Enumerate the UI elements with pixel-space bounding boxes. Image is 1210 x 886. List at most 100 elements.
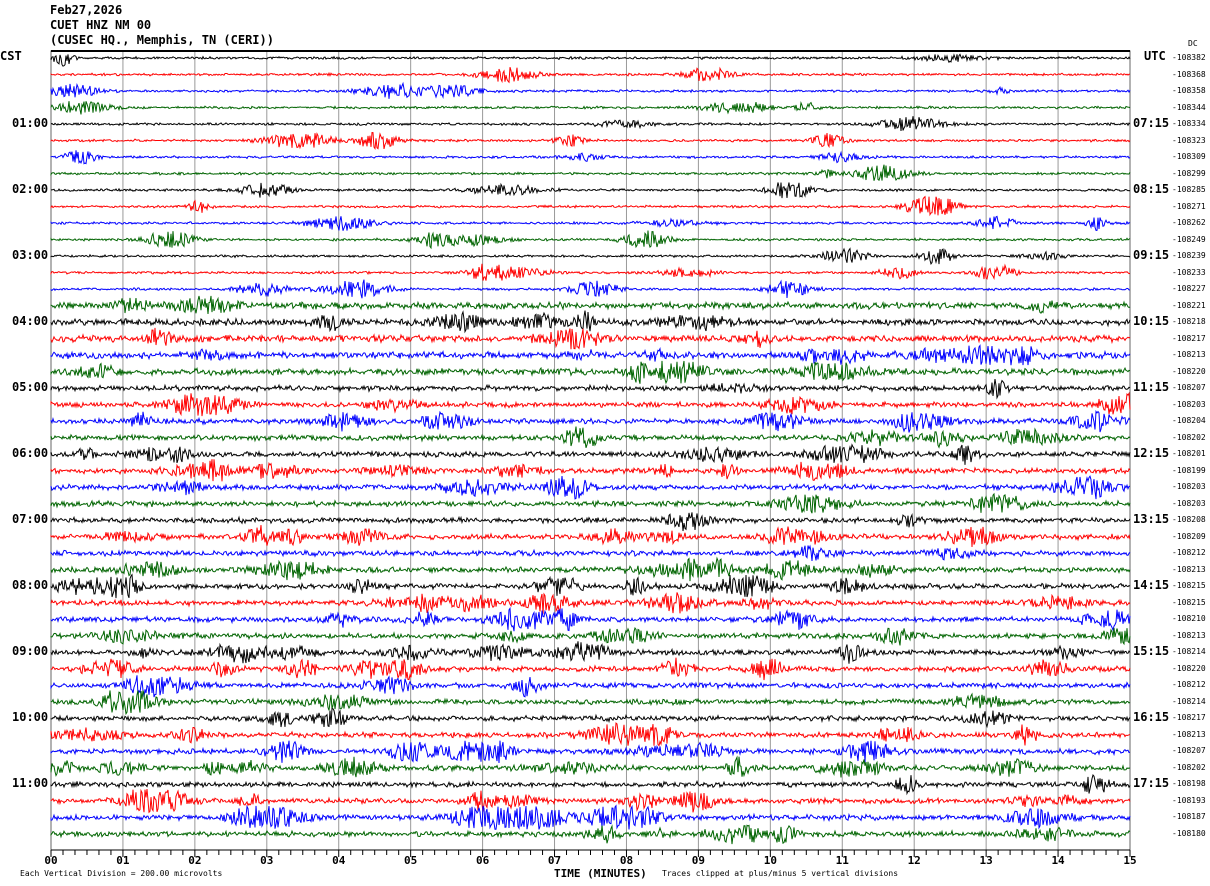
dc-offset-label: -108218 xyxy=(1172,317,1206,327)
cst-hour-label: 09:00 xyxy=(12,644,49,659)
dc-offset-label: -108212 xyxy=(1172,548,1206,558)
dc-offset-label: -108201 xyxy=(1172,449,1206,459)
dc-offset-label: -108299 xyxy=(1172,168,1206,178)
trace-row-37 xyxy=(50,657,1131,681)
trace-row-30 xyxy=(50,544,1131,562)
trace-row-45 xyxy=(50,788,1131,814)
dc-offset-label: -108187 xyxy=(1172,812,1206,822)
x-tick-label: 01 xyxy=(116,854,130,867)
trace-row-23 xyxy=(50,426,1131,449)
x-tick-label: 14 xyxy=(1051,854,1065,867)
dc-offset-label: -108323 xyxy=(1172,135,1206,145)
dc-offset-label: -108271 xyxy=(1172,201,1206,211)
trace-row-27 xyxy=(50,492,1131,514)
dc-offset-label: -108334 xyxy=(1172,119,1206,129)
dc-offset-label: -108198 xyxy=(1172,779,1206,789)
trace-row-17 xyxy=(50,327,1131,350)
x-tick-label: 05 xyxy=(404,854,417,867)
trace-row-41 xyxy=(50,722,1131,747)
trace-row-42 xyxy=(50,740,1131,764)
clip-note: Traces clipped at plus/minus 5 vertical … xyxy=(662,869,899,878)
x-tick-label: 06 xyxy=(476,854,490,867)
utc-hour-label: 08:15 xyxy=(1133,182,1170,197)
trace-row-36 xyxy=(50,641,1131,664)
utc-hour-label: 16:15 xyxy=(1133,710,1170,725)
dc-offset-label: -108212 xyxy=(1172,680,1206,690)
trace-row-20 xyxy=(50,379,1131,400)
date-label: Feb27,2026 xyxy=(50,3,123,17)
dc-offset-label: -108220 xyxy=(1172,366,1206,376)
trace-row-2 xyxy=(50,81,1131,99)
trace-row-14 xyxy=(50,279,1130,299)
dc-offset-label: -108368 xyxy=(1172,69,1206,79)
dc-offset-label: -108220 xyxy=(1172,663,1206,673)
dc-offset-label: -108217 xyxy=(1172,713,1206,723)
trace-row-38 xyxy=(50,675,1131,698)
trace-row-46 xyxy=(50,804,1131,830)
trace-row-47 xyxy=(50,824,1131,845)
trace-row-34 xyxy=(50,606,1131,632)
trace-row-21 xyxy=(50,391,1131,417)
utc-hour-label: 15:15 xyxy=(1133,644,1170,659)
dc-offset-label: -108213 xyxy=(1172,630,1206,640)
dc-offset-label: -108213 xyxy=(1172,350,1206,360)
trace-row-12 xyxy=(50,247,1131,266)
x-tick-label: 04 xyxy=(332,854,346,867)
trace-row-28 xyxy=(50,512,1131,532)
dc-offset-label: -108215 xyxy=(1172,581,1206,591)
utc-label: UTC xyxy=(1144,49,1166,63)
dc-offset-label: -108207 xyxy=(1172,746,1206,756)
dc-offset-label: -108180 xyxy=(1172,829,1206,838)
trace-row-25 xyxy=(50,459,1131,482)
scale-note: Each Vertical Division = 200.00 microvol… xyxy=(20,869,223,878)
dc-offset-label: -108210 xyxy=(1172,614,1206,624)
trace-row-32 xyxy=(50,573,1131,599)
trace-row-8 xyxy=(50,182,1131,199)
trace-row-31 xyxy=(50,556,1131,582)
dc-offset-label: -108249 xyxy=(1172,234,1206,244)
x-tick-label: 00 xyxy=(44,854,57,867)
location-label: (CUSEC HQ., Memphis, TN (CERI)) xyxy=(50,33,274,47)
trace-row-19 xyxy=(50,360,1131,385)
dc-offset-label: -108221 xyxy=(1172,300,1206,310)
trace-row-24 xyxy=(50,443,1131,465)
trace-row-26 xyxy=(50,475,1131,500)
dc-offset-label: -108208 xyxy=(1172,515,1206,525)
trace-row-16 xyxy=(50,310,1131,334)
trace-row-11 xyxy=(50,230,1131,250)
trace-row-10 xyxy=(50,215,1131,231)
trace-row-39 xyxy=(50,690,1131,716)
dc-offset-label: -108199 xyxy=(1172,465,1206,475)
trace-row-1 xyxy=(50,66,1131,84)
x-tick-label: 02 xyxy=(188,854,201,867)
dc-offset-label: -108215 xyxy=(1172,597,1206,607)
dc-offset-label: -108204 xyxy=(1172,416,1206,426)
x-tick-label: 11 xyxy=(836,854,850,867)
x-tick-label: 03 xyxy=(260,854,273,867)
dc-offset-label: -108203 xyxy=(1172,482,1206,492)
cst-hour-label: 11:00 xyxy=(12,776,49,791)
cst-hour-label: 06:00 xyxy=(12,446,49,461)
dc-offset-label: -108202 xyxy=(1172,432,1206,442)
cst-hour-label: 03:00 xyxy=(12,248,49,263)
dc-offset-label: -108239 xyxy=(1172,251,1206,261)
dc-offset-label: -108309 xyxy=(1172,152,1206,162)
dc-offset-label: -108209 xyxy=(1172,531,1206,541)
trace-row-4 xyxy=(50,116,1131,131)
utc-hour-label: 09:15 xyxy=(1133,248,1170,263)
station-label: CUET HNZ NM 00 xyxy=(50,18,152,32)
cst-hour-label: 07:00 xyxy=(12,512,49,527)
trace-row-13 xyxy=(50,263,1131,281)
dc-offset-label: -108203 xyxy=(1172,399,1206,409)
utc-hour-label: 10:15 xyxy=(1133,314,1170,329)
dc-offset-label: -108344 xyxy=(1172,102,1206,112)
dc-offset-label: -108382 xyxy=(1172,53,1206,62)
dc-offset-label: -108207 xyxy=(1172,383,1206,393)
trace-row-3 xyxy=(50,101,1131,115)
trace-row-18 xyxy=(50,344,1131,366)
cst-hour-label: 08:00 xyxy=(12,578,49,593)
utc-hour-label: 17:15 xyxy=(1133,776,1170,791)
dc-offset-label: -108262 xyxy=(1172,218,1206,228)
trace-row-44 xyxy=(50,773,1131,796)
utc-hour-label: 12:15 xyxy=(1133,446,1170,461)
